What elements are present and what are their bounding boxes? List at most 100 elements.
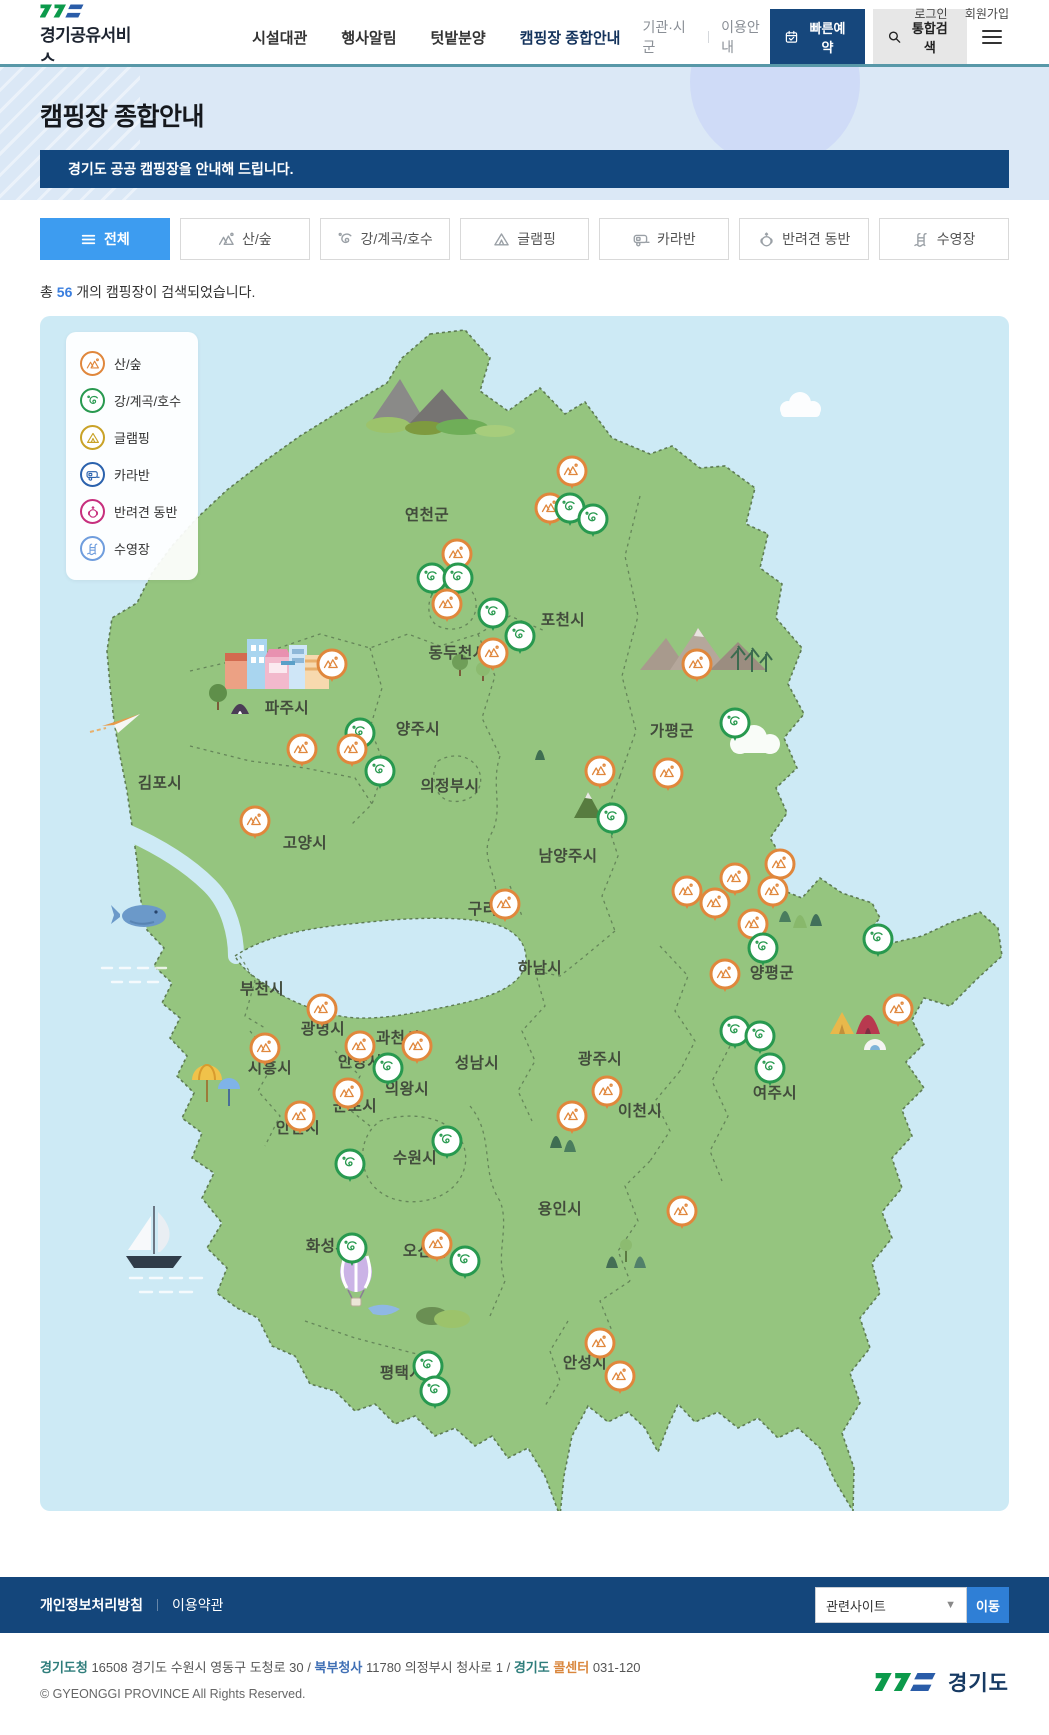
- map-marker-mountain[interactable]: [284, 1100, 316, 1134]
- map-marker-river[interactable]: [504, 620, 536, 654]
- map-city-label: 동두천시: [428, 644, 487, 662]
- quick-reserve-button[interactable]: 빠른예약: [770, 9, 865, 65]
- mountain-icon: [218, 232, 234, 245]
- filter-river[interactable]: 강/계곡/호수: [319, 218, 450, 260]
- map-marker-river[interactable]: [596, 802, 628, 836]
- map-marker-river[interactable]: [334, 1148, 366, 1182]
- map-marker-river[interactable]: [336, 1232, 368, 1266]
- map-city-label: 가평군: [650, 722, 694, 740]
- site-logo[interactable]: 경기공유서비스: [40, 4, 142, 71]
- map-marker-river[interactable]: [577, 503, 609, 537]
- map-city-label: 안성시: [563, 1354, 607, 1372]
- subnav-item[interactable]: 기관·시군: [642, 19, 686, 55]
- map-marker-mountain[interactable]: [316, 648, 348, 682]
- subnav-divider: [708, 31, 710, 43]
- map-marker-mountain[interactable]: [401, 1030, 433, 1064]
- result-count-number: 56: [56, 284, 73, 300]
- nav-item[interactable]: 시설대관: [252, 29, 308, 47]
- map-marker-mountain[interactable]: [286, 733, 318, 767]
- map-marker-river[interactable]: [372, 1052, 404, 1086]
- terms-link[interactable]: 이용약관: [172, 1597, 224, 1613]
- caravan-icon: [85, 470, 100, 481]
- legend-label: 반려견 동반: [114, 505, 178, 520]
- filter-dog[interactable]: 반려견 동반: [739, 218, 870, 260]
- subnav-item[interactable]: 이용안내: [721, 19, 760, 55]
- map-marker-mountain[interactable]: [489, 888, 521, 922]
- map-marker-river[interactable]: [449, 1245, 481, 1279]
- province-shape: [106, 329, 1003, 1511]
- filter-label: 강/계곡/호수: [360, 231, 433, 247]
- nav-item[interactable]: 행사알림: [341, 29, 397, 47]
- map-legend: 산/숲 강/계곡/호수 글램핑 카라반 반려견 동반 수영장: [66, 332, 198, 580]
- map-marker-mountain[interactable]: [477, 637, 509, 671]
- map-marker-river[interactable]: [477, 597, 509, 631]
- related-sites-select[interactable]: 관련사이트 ▼: [815, 1587, 967, 1623]
- map-city-label: 파주시: [265, 699, 309, 717]
- address-segment: 031-120: [589, 1660, 641, 1675]
- mountain-icon: [86, 357, 99, 369]
- go-button[interactable]: 이동: [967, 1587, 1009, 1623]
- nav-item[interactable]: 텃밭분양: [430, 29, 486, 47]
- map-marker-mountain[interactable]: [591, 1075, 623, 1109]
- search-icon: [888, 31, 901, 43]
- gyeonggi-mark-icon: [40, 4, 84, 17]
- map-marker-river[interactable]: [744, 1020, 776, 1054]
- map-marker-river[interactable]: [364, 755, 396, 789]
- filter-mountain[interactable]: 산/숲: [179, 218, 310, 260]
- map-marker-mountain[interactable]: [306, 993, 338, 1027]
- map-marker-mountain[interactable]: [699, 887, 731, 921]
- map-marker-mountain[interactable]: [584, 755, 616, 789]
- map-marker-mountain[interactable]: [421, 1228, 453, 1262]
- filter-list[interactable]: 전체: [40, 218, 170, 260]
- address-segment: 경기도: [513, 1660, 554, 1675]
- map-marker-mountain[interactable]: [719, 862, 751, 896]
- filter-pool[interactable]: 수영장: [879, 218, 1010, 260]
- signup-link[interactable]: 회원가입: [964, 7, 1009, 21]
- legend-label: 수영장: [114, 542, 150, 557]
- map-marker-mountain[interactable]: [584, 1327, 616, 1361]
- filter-tent[interactable]: 글램핑: [459, 218, 590, 260]
- map-marker-mountain[interactable]: [757, 875, 789, 909]
- privacy-policy-link[interactable]: 개인정보처리방침: [40, 1597, 144, 1613]
- map-marker-mountain[interactable]: [681, 648, 713, 682]
- map-marker-mountain[interactable]: [652, 757, 684, 791]
- map-marker-river[interactable]: [431, 1125, 463, 1159]
- umbrella-illustrations: [192, 1064, 240, 1106]
- map-marker-mountain[interactable]: [556, 455, 588, 489]
- map-marker-mountain[interactable]: [709, 958, 741, 992]
- map-city-label: 연천군: [405, 506, 449, 524]
- map-marker-river[interactable]: [754, 1052, 786, 1086]
- map-marker-mountain[interactable]: [336, 733, 368, 767]
- map-marker-river[interactable]: [747, 932, 779, 966]
- map-marker-river[interactable]: [416, 562, 448, 596]
- map-marker-mountain[interactable]: [249, 1032, 281, 1066]
- copyright: © GYEONGGI PROVINCE All Rights Reserved.: [40, 1687, 306, 1701]
- footer-divider: [157, 1599, 159, 1611]
- camping-map[interactable]: 연천군 포천시 동두천시 파주시 양주시 가평군 의정부시 김포시 고양시 남양주시 구리시 하남시 부…: [40, 316, 1009, 1511]
- map-marker-mountain[interactable]: [344, 1030, 376, 1064]
- river-icon: [338, 232, 352, 243]
- gyeonggi-mark-icon: [875, 1672, 936, 1692]
- map-marker-mountain[interactable]: [431, 588, 463, 622]
- map-marker-river[interactable]: [419, 1375, 451, 1409]
- pool-icon: [913, 232, 927, 247]
- login-link[interactable]: 로그인: [914, 7, 948, 21]
- filter-label: 글램핑: [517, 231, 556, 247]
- map-marker-river[interactable]: [862, 923, 894, 957]
- nav-item[interactable]: 캠핑장 종합안내: [519, 29, 621, 47]
- map-marker-mountain[interactable]: [604, 1360, 636, 1394]
- map-marker-river[interactable]: [719, 707, 751, 741]
- map-marker-mountain[interactable]: [671, 875, 703, 909]
- map-marker-river[interactable]: [442, 562, 474, 596]
- map-marker-mountain[interactable]: [666, 1195, 698, 1229]
- map-marker-mountain[interactable]: [239, 805, 271, 839]
- map-marker-mountain[interactable]: [556, 1100, 588, 1134]
- filter-caravan[interactable]: 카라반: [599, 218, 730, 260]
- map-marker-mountain[interactable]: [882, 993, 914, 1027]
- address-segment: 16508 경기도 수원시 영동구 도청로 30: [87, 1660, 308, 1675]
- map-city-label: 의왕시: [385, 1080, 429, 1098]
- global-search-button[interactable]: 통합검색: [872, 9, 967, 65]
- menu-button[interactable]: [975, 23, 1009, 52]
- address-segment: 콜센터: [553, 1660, 590, 1675]
- map-marker-mountain[interactable]: [332, 1077, 364, 1111]
